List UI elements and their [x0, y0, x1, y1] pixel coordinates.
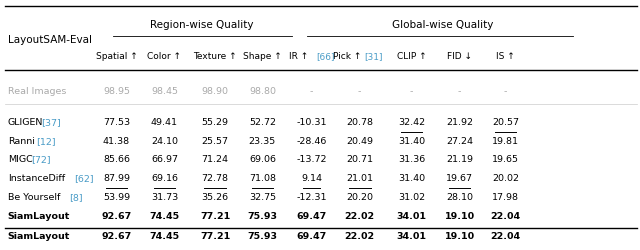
Text: 19.65: 19.65 — [492, 156, 519, 164]
Text: 34.01: 34.01 — [397, 232, 426, 241]
Text: 49.41: 49.41 — [151, 118, 178, 127]
Text: 21.92: 21.92 — [446, 118, 473, 127]
Text: 52.72: 52.72 — [249, 118, 276, 127]
Text: 20.78: 20.78 — [346, 118, 373, 127]
Text: 35.26: 35.26 — [202, 193, 228, 202]
Text: 25.57: 25.57 — [202, 137, 228, 146]
Text: GLIGEN: GLIGEN — [8, 118, 43, 127]
Text: [62]: [62] — [74, 174, 94, 183]
Text: 75.93: 75.93 — [248, 232, 277, 241]
Text: 66.97: 66.97 — [151, 156, 178, 164]
Text: 77.21: 77.21 — [200, 212, 230, 221]
Text: 41.38: 41.38 — [103, 137, 130, 146]
Text: 92.67: 92.67 — [101, 212, 132, 221]
Text: 24.10: 24.10 — [151, 137, 178, 146]
Text: Region-wise Quality: Region-wise Quality — [150, 20, 253, 30]
Text: 20.20: 20.20 — [346, 193, 373, 202]
Text: [31]: [31] — [365, 52, 383, 61]
Text: -: - — [504, 87, 508, 96]
Text: 34.01: 34.01 — [397, 212, 426, 221]
Text: LayoutSAM-Eval: LayoutSAM-Eval — [8, 35, 92, 45]
Text: 77.21: 77.21 — [200, 232, 230, 241]
Text: Pick ↑: Pick ↑ — [333, 52, 364, 61]
Text: SiamLayout: SiamLayout — [8, 212, 70, 221]
Text: 22.02: 22.02 — [344, 212, 375, 221]
Text: 32.42: 32.42 — [398, 118, 425, 127]
Text: [37]: [37] — [42, 118, 61, 127]
Text: -10.31: -10.31 — [296, 118, 327, 127]
Text: 53.99: 53.99 — [103, 193, 130, 202]
Text: 98.45: 98.45 — [151, 87, 178, 96]
Text: IS ↑: IS ↑ — [496, 52, 515, 61]
Text: -: - — [410, 87, 413, 96]
Text: 69.47: 69.47 — [296, 232, 327, 241]
Text: 20.71: 20.71 — [346, 156, 373, 164]
Text: Color ↑: Color ↑ — [147, 52, 182, 61]
Text: 19.10: 19.10 — [444, 212, 475, 221]
Text: 98.80: 98.80 — [249, 87, 276, 96]
Text: FID ↓: FID ↓ — [447, 52, 472, 61]
Text: 75.93: 75.93 — [248, 212, 277, 221]
Text: 72.78: 72.78 — [202, 174, 228, 183]
Text: 69.06: 69.06 — [249, 156, 276, 164]
Text: SiamLayout: SiamLayout — [8, 232, 70, 241]
Text: Shape ↑: Shape ↑ — [243, 52, 282, 61]
Text: 22.04: 22.04 — [490, 212, 521, 221]
Text: -28.46: -28.46 — [296, 137, 327, 146]
Text: 92.67: 92.67 — [101, 232, 132, 241]
Text: 69.47: 69.47 — [296, 212, 327, 221]
Text: -: - — [310, 87, 314, 96]
Text: Be Yourself: Be Yourself — [8, 193, 60, 202]
Text: 85.66: 85.66 — [103, 156, 130, 164]
Text: 28.10: 28.10 — [446, 193, 473, 202]
Text: 19.81: 19.81 — [492, 137, 519, 146]
Text: 27.24: 27.24 — [446, 137, 473, 146]
Text: 71.24: 71.24 — [202, 156, 228, 164]
Text: [72]: [72] — [31, 156, 51, 164]
Text: 87.99: 87.99 — [103, 174, 130, 183]
Text: 20.02: 20.02 — [492, 174, 519, 183]
Text: 69.16: 69.16 — [151, 174, 178, 183]
Text: 22.04: 22.04 — [490, 232, 521, 241]
Text: Ranni: Ranni — [8, 137, 35, 146]
Text: [12]: [12] — [36, 137, 56, 146]
Text: 31.40: 31.40 — [398, 137, 425, 146]
Text: 22.02: 22.02 — [344, 232, 375, 241]
Text: -: - — [458, 87, 461, 96]
Text: 19.67: 19.67 — [446, 174, 473, 183]
Text: 31.73: 31.73 — [151, 193, 178, 202]
Text: 55.29: 55.29 — [202, 118, 228, 127]
Text: 21.01: 21.01 — [346, 174, 373, 183]
Text: -12.31: -12.31 — [296, 193, 327, 202]
Text: InstanceDiff: InstanceDiff — [8, 174, 65, 183]
Text: 98.95: 98.95 — [103, 87, 130, 96]
Text: 31.36: 31.36 — [398, 156, 425, 164]
Text: 71.08: 71.08 — [249, 174, 276, 183]
Text: MIGC: MIGC — [8, 156, 33, 164]
Text: CLIP ↑: CLIP ↑ — [397, 52, 426, 61]
Text: 98.90: 98.90 — [202, 87, 228, 96]
Text: 20.57: 20.57 — [492, 118, 519, 127]
Text: 19.10: 19.10 — [444, 232, 475, 241]
Text: [8]: [8] — [69, 193, 83, 202]
Text: 32.75: 32.75 — [249, 193, 276, 202]
Text: 17.98: 17.98 — [492, 193, 519, 202]
Text: 21.19: 21.19 — [446, 156, 473, 164]
Text: Spatial ↑: Spatial ↑ — [95, 52, 138, 61]
Text: 31.02: 31.02 — [398, 193, 425, 202]
Text: IR ↑: IR ↑ — [289, 52, 311, 61]
Text: 77.53: 77.53 — [103, 118, 130, 127]
Text: 74.45: 74.45 — [149, 232, 180, 241]
Text: Real Images: Real Images — [8, 87, 66, 96]
Text: Texture ↑: Texture ↑ — [193, 52, 237, 61]
Text: -13.72: -13.72 — [296, 156, 327, 164]
Text: 23.35: 23.35 — [249, 137, 276, 146]
Text: 74.45: 74.45 — [149, 212, 180, 221]
Text: Global-wise Quality: Global-wise Quality — [392, 20, 493, 30]
Text: -: - — [358, 87, 362, 96]
Text: 9.14: 9.14 — [301, 174, 322, 183]
Text: 20.49: 20.49 — [346, 137, 373, 146]
Text: 31.40: 31.40 — [398, 174, 425, 183]
Text: [66]: [66] — [317, 52, 335, 61]
